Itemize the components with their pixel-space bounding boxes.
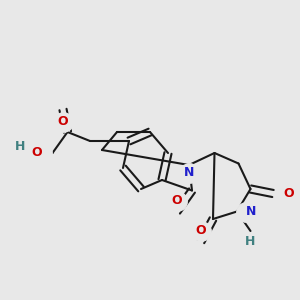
- Text: O: O: [284, 187, 294, 200]
- Text: O: O: [32, 146, 42, 160]
- Text: N: N: [246, 205, 256, 218]
- Text: N: N: [184, 166, 194, 179]
- Text: H: H: [15, 140, 26, 154]
- Text: O: O: [58, 115, 68, 128]
- Text: O: O: [172, 194, 182, 208]
- Text: O: O: [196, 224, 206, 238]
- Text: H: H: [245, 235, 256, 248]
